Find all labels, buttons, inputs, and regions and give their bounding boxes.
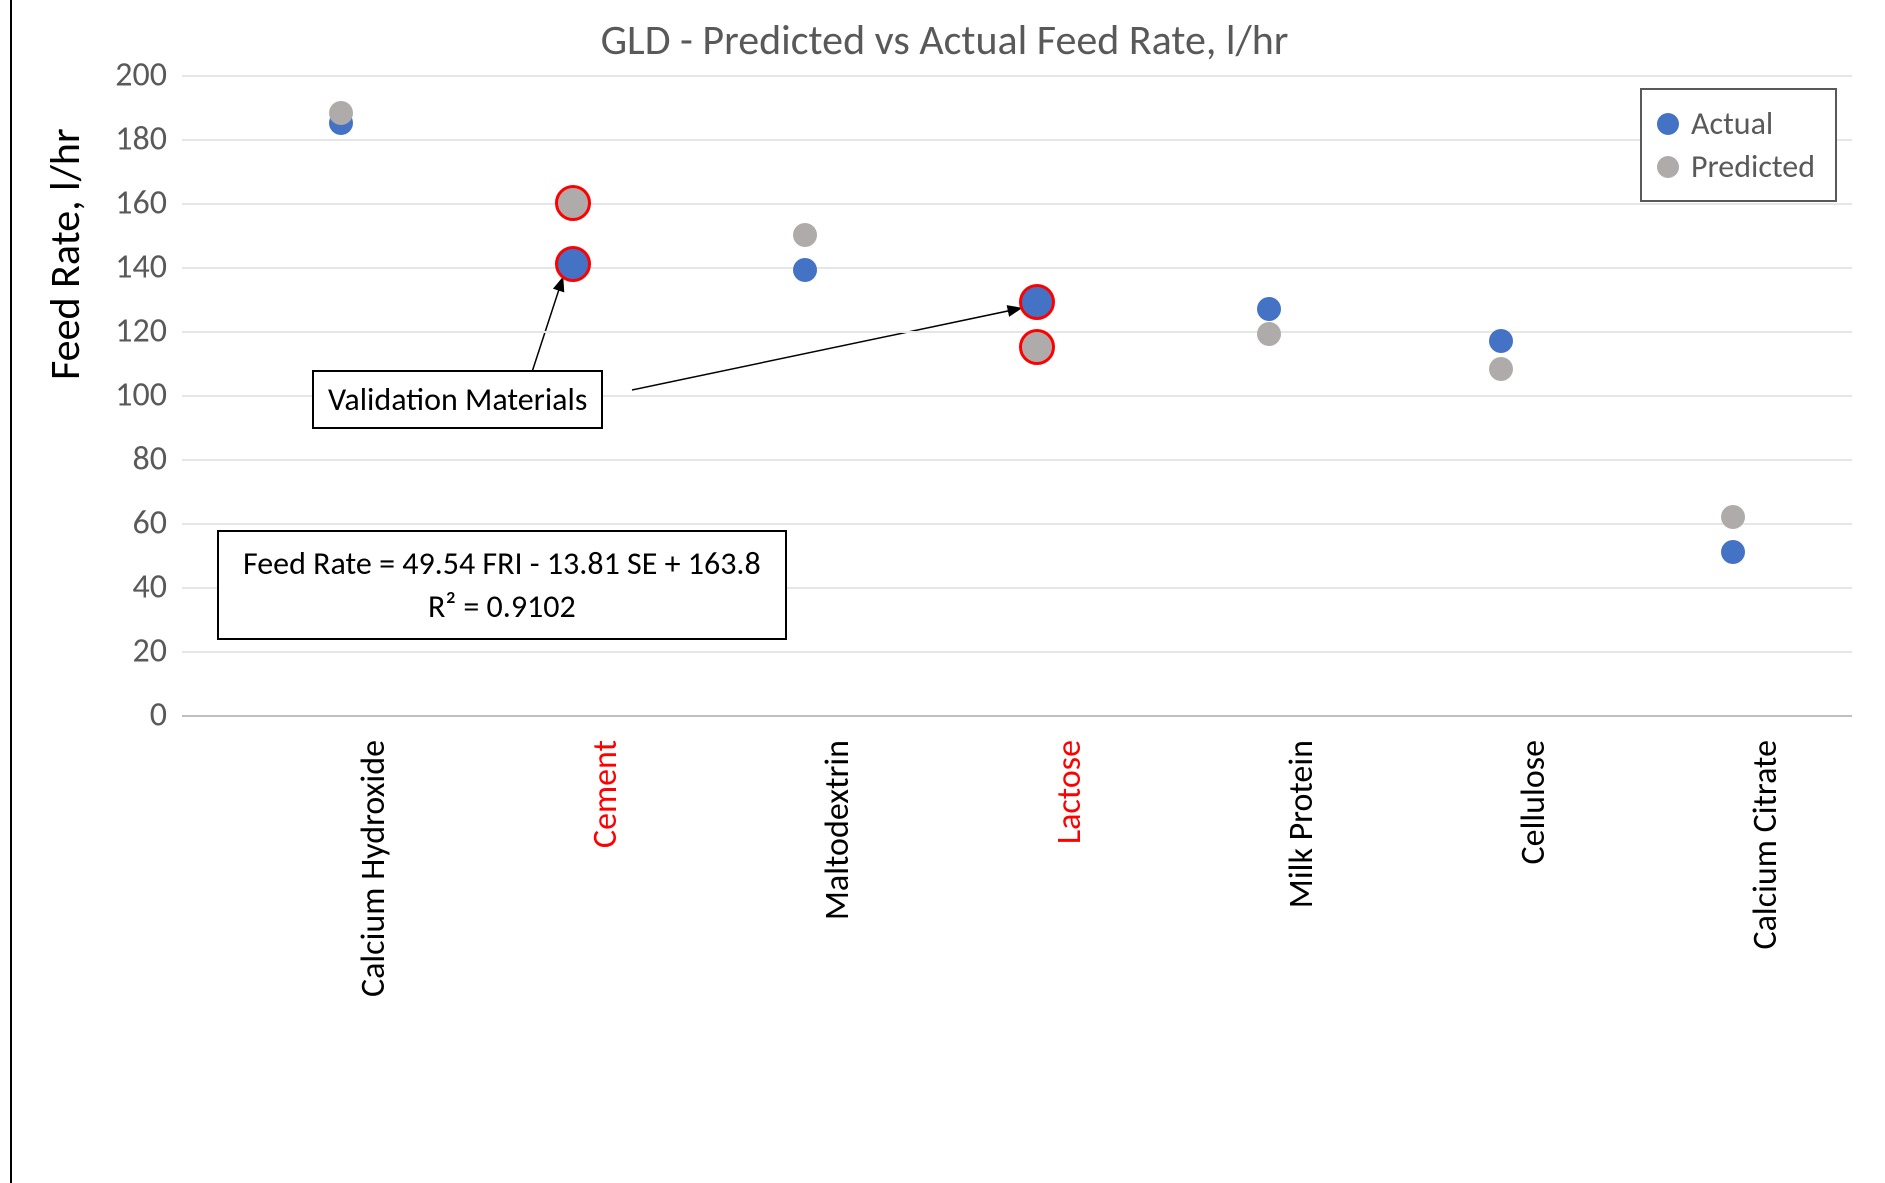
legend-label: Actual — [1691, 104, 1773, 143]
gridline — [182, 331, 1852, 333]
data-point — [1489, 329, 1513, 353]
data-point — [1489, 357, 1513, 381]
data-point — [793, 223, 817, 247]
y-tick-label: 0 — [87, 695, 167, 736]
validation-materials-text: Validation Materials — [328, 380, 587, 419]
legend: Actual Predicted — [1640, 88, 1837, 202]
y-tick-label: 180 — [87, 119, 167, 160]
gridline — [182, 75, 1852, 77]
legend-label: Predicted — [1691, 147, 1815, 186]
y-tick-label: 80 — [87, 439, 167, 480]
legend-marker — [1657, 156, 1679, 178]
equation-box: Feed Rate = 49.54 FRI - 13.81 SE + 163.8… — [217, 530, 787, 640]
y-tick-label: 60 — [87, 503, 167, 544]
x-tick-label: Lactose — [1049, 740, 1090, 844]
y-tick-label: 200 — [87, 55, 167, 96]
data-point — [329, 101, 353, 125]
gridline — [182, 203, 1852, 205]
y-tick-label: 100 — [87, 375, 167, 416]
gridline — [182, 459, 1852, 461]
data-point — [555, 185, 591, 221]
legend-marker — [1657, 113, 1679, 135]
data-point — [1721, 540, 1745, 564]
x-tick-label: Milk Protein — [1281, 740, 1322, 908]
legend-item: Predicted — [1657, 147, 1815, 186]
y-tick-label: 120 — [87, 311, 167, 352]
y-tick-label: 20 — [87, 631, 167, 672]
x-tick-label: Maltodextrin — [817, 740, 858, 920]
equation-line1: Feed Rate = 49.54 FRI - 13.81 SE + 163.8 — [243, 542, 761, 585]
gridline — [182, 523, 1852, 525]
data-point — [1019, 329, 1055, 365]
validation-materials-label: Validation Materials — [312, 370, 603, 429]
chart-container: GLD - Predicted vs Actual Feed Rate, l/h… — [10, 0, 1877, 1183]
x-tick-label: Cellulose — [1513, 740, 1554, 864]
data-point — [555, 246, 591, 282]
y-tick-label: 140 — [87, 247, 167, 288]
data-point — [1257, 297, 1281, 321]
data-point — [1257, 322, 1281, 346]
legend-item: Actual — [1657, 104, 1815, 143]
y-axis-label: Feed Rate, l/hr — [40, 128, 91, 380]
equation-line2: R² = 0.9102 — [243, 585, 761, 628]
x-tick-label: Calcium Hydroxide — [353, 740, 394, 997]
gridline — [182, 267, 1852, 269]
x-tick-label: Cement — [585, 740, 626, 848]
y-tick-label: 160 — [87, 183, 167, 224]
gridline — [182, 139, 1852, 141]
y-tick-label: 40 — [87, 567, 167, 608]
x-tick-label: Calcium Citrate — [1745, 740, 1786, 950]
data-point — [1019, 284, 1055, 320]
data-point — [793, 258, 817, 282]
chart-title: GLD - Predicted vs Actual Feed Rate, l/h… — [12, 15, 1877, 66]
data-point — [1721, 505, 1745, 529]
gridline — [182, 651, 1852, 653]
